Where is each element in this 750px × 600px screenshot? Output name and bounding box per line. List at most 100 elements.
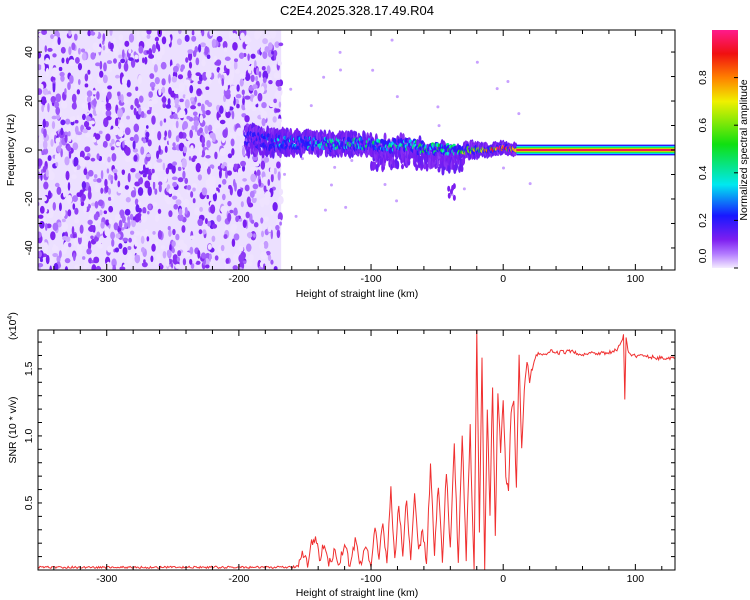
heatmap-cell — [176, 111, 184, 119]
heatmap-cell — [71, 225, 75, 236]
heatmap-cell — [193, 255, 197, 264]
heatmap-cell — [240, 160, 247, 167]
heatmap-cell — [225, 111, 231, 119]
heatmap-cell — [149, 73, 155, 80]
heatmap-cell — [238, 40, 242, 46]
heatmap-cell — [61, 57, 65, 64]
heatmap-cell — [195, 162, 201, 173]
heatmap-cell — [81, 193, 87, 201]
heatmap-cell — [227, 163, 234, 168]
heatmap-cell — [206, 54, 211, 60]
heatmap-cell — [80, 201, 85, 207]
x-tick-label: -200 — [228, 273, 249, 285]
heatmap-cell — [240, 201, 244, 208]
heatmap-cell — [238, 52, 245, 59]
heatmap-cell — [76, 136, 81, 141]
heatmap-cell — [274, 91, 281, 100]
heatmap-cell — [260, 110, 268, 121]
heatmap-cell — [195, 72, 201, 77]
heatmap-cell — [51, 121, 56, 130]
heatmap-cell — [191, 157, 196, 163]
heatmap-cell — [277, 86, 282, 92]
heatmap-cell — [157, 130, 162, 141]
heatmap-cell — [146, 30, 152, 35]
heatmap-cell — [184, 206, 188, 215]
heatmap-cell — [72, 142, 79, 151]
heatmap-cell — [171, 106, 177, 113]
heatmap-cell — [86, 96, 92, 103]
heatmap-cell — [197, 102, 202, 107]
heatmap-cell — [338, 50, 342, 54]
heatmap-cell — [83, 224, 88, 235]
heatmap-cell — [161, 36, 167, 45]
heatmap-cell — [163, 118, 167, 123]
heatmap-cell — [74, 264, 80, 270]
heatmap-cell — [225, 66, 230, 76]
heatmap-cell — [528, 182, 532, 186]
heatmap-cell — [227, 212, 232, 222]
heatmap-cell — [38, 134, 43, 145]
heatmap-cell — [104, 46, 110, 54]
heatmap-cell — [109, 30, 113, 37]
heatmap-cell — [328, 150, 332, 157]
heatmap-cell — [76, 242, 82, 251]
heatmap-cell — [46, 223, 52, 229]
heatmap-cell — [128, 57, 134, 61]
heatmap-cell — [338, 68, 342, 72]
heatmap-cell — [236, 84, 240, 92]
heatmap-cell — [418, 135, 422, 144]
heatmap-cell — [71, 42, 76, 51]
heatmap-cell — [191, 73, 196, 81]
heatmap-cell — [260, 46, 265, 53]
heatmap-cell — [451, 184, 455, 191]
heatmap-cell — [198, 150, 203, 157]
heatmap-cell — [188, 156, 192, 161]
heatmap-cell — [171, 240, 176, 247]
heatmap-cell — [329, 183, 333, 187]
heatmap-cell — [104, 178, 108, 188]
heatmap-cell — [172, 181, 178, 187]
heatmap-cell — [67, 209, 72, 217]
heatmap-cell — [249, 190, 255, 198]
heatmap-cell — [103, 117, 109, 128]
heatmap-cell — [236, 127, 243, 136]
heatmap-cell — [168, 74, 171, 84]
heatmap-cell — [221, 252, 226, 259]
heatmap-cell — [273, 265, 278, 270]
heatmap-cell — [144, 180, 151, 189]
heatmap-cell — [93, 30, 99, 38]
heatmap-cell — [138, 45, 144, 54]
heatmap-cell — [74, 207, 79, 215]
heatmap-cell — [253, 89, 258, 96]
heatmap-cell — [74, 82, 78, 90]
heatmap-cell — [103, 210, 108, 215]
heatmap-cell — [52, 82, 56, 93]
heatmap-cell — [242, 178, 247, 182]
heatmap-cell — [227, 153, 233, 159]
heatmap-cell — [209, 30, 213, 37]
heatmap-cell — [87, 190, 92, 200]
heatmap-cell — [221, 78, 225, 87]
heatmap-cell — [47, 47, 53, 52]
heatmap-cell — [105, 219, 110, 226]
heatmap-cell — [160, 61, 167, 70]
heatmap-cell — [96, 46, 102, 53]
heatmap-cell — [158, 183, 162, 193]
heatmap-cell — [188, 61, 193, 69]
heatmap-cell — [135, 246, 142, 256]
heatmap-cell — [93, 256, 100, 264]
heatmap-cell — [182, 258, 187, 266]
heatmap-cell — [121, 169, 126, 176]
heatmap-cell — [235, 94, 242, 99]
heatmap-cell — [344, 205, 348, 209]
heatmap-cell — [160, 45, 165, 56]
heatmap-cell — [189, 258, 193, 265]
heatmap-cell — [231, 223, 238, 230]
heatmap-cell — [124, 40, 130, 47]
heatmap-cell — [172, 195, 178, 200]
heatmap-cell — [194, 46, 199, 53]
heatmap-cell — [65, 57, 70, 65]
colorbar-tick-label: 0.0 — [697, 249, 709, 264]
heatmap-cell — [38, 188, 41, 197]
heatmap-cell — [112, 37, 116, 47]
